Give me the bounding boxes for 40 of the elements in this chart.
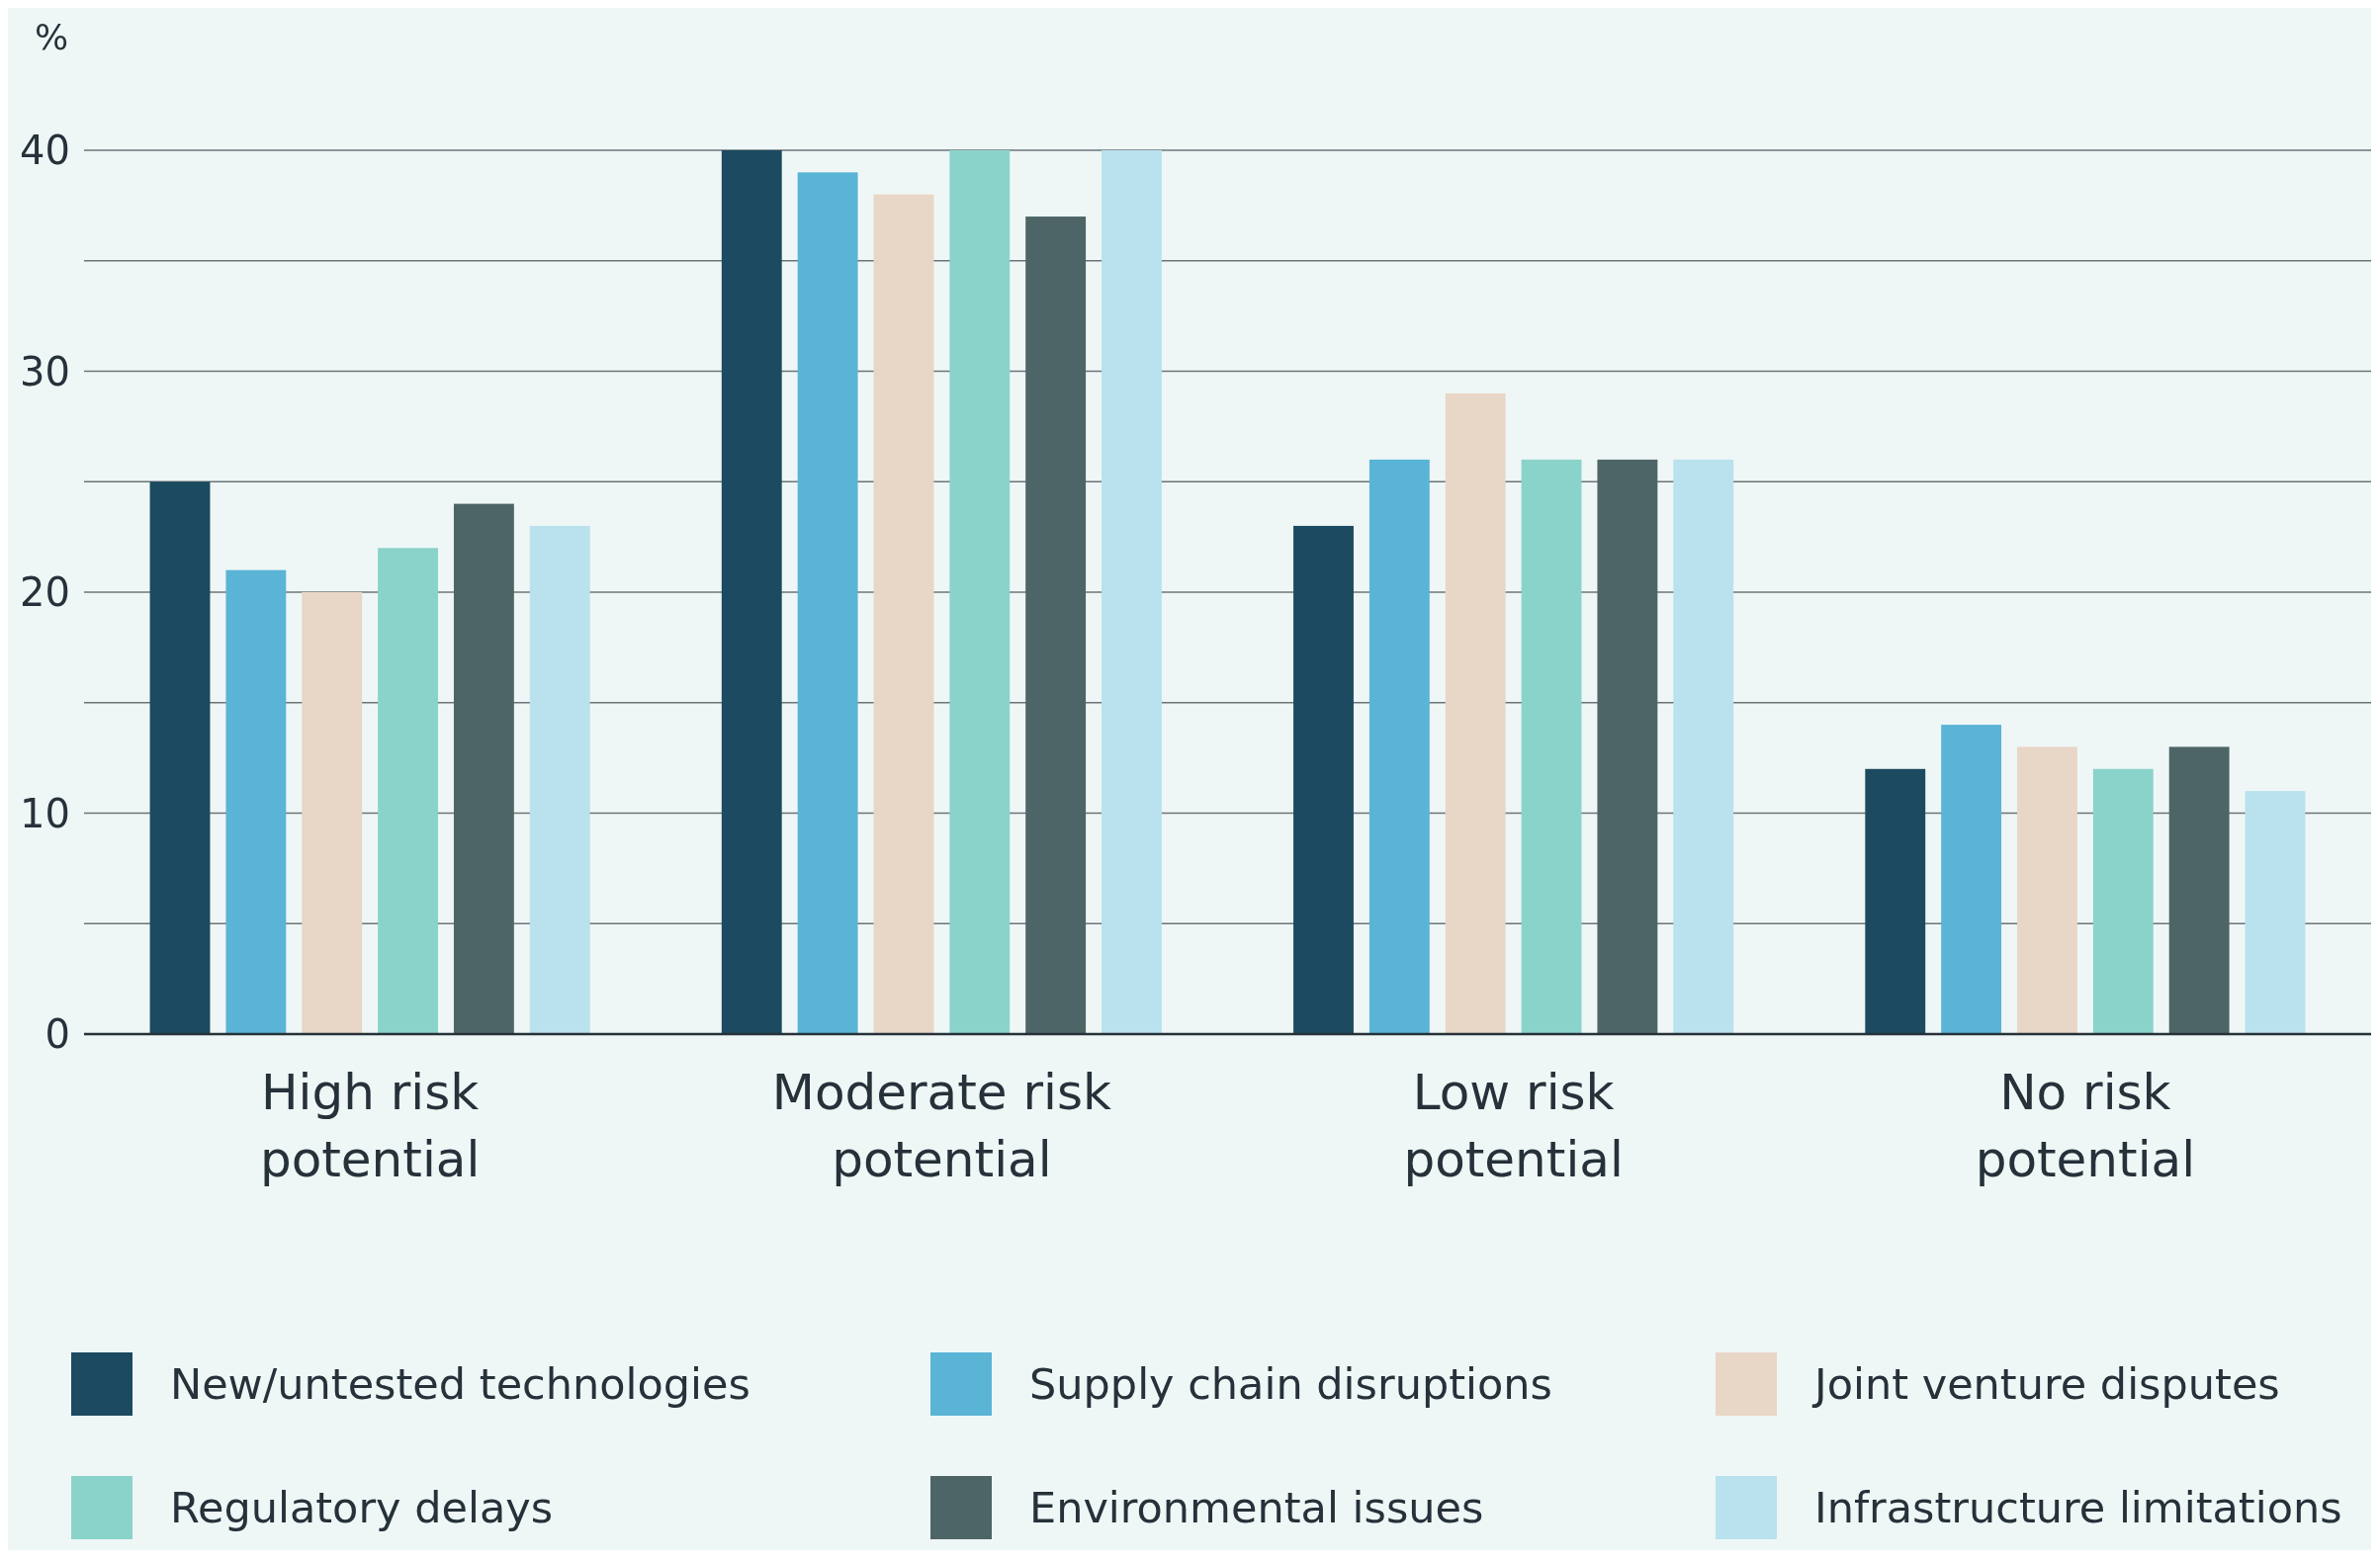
bar bbox=[1025, 217, 1087, 1034]
bar bbox=[1293, 525, 1354, 1034]
bar bbox=[453, 503, 514, 1034]
legend-label: Infrastructure limitations bbox=[1814, 1483, 2342, 1533]
bar bbox=[225, 569, 287, 1034]
legend-label: Supply chain disruptions bbox=[1029, 1359, 1552, 1410]
legend-label: Joint venture disputes bbox=[1811, 1359, 2280, 1410]
bar bbox=[721, 150, 782, 1034]
bar bbox=[378, 548, 438, 1034]
bar bbox=[2168, 746, 2230, 1034]
bar bbox=[949, 150, 1011, 1034]
bar bbox=[873, 194, 934, 1034]
bar bbox=[797, 172, 858, 1034]
legend-label: Regulatory delays bbox=[170, 1483, 554, 1533]
legend-label: Environmental issues bbox=[1029, 1483, 1484, 1533]
x-tick-label: Low risk potential bbox=[1403, 1064, 1624, 1188]
bar bbox=[1941, 725, 2002, 1034]
bar bbox=[2245, 791, 2306, 1034]
bar bbox=[1102, 150, 1162, 1034]
bar bbox=[1445, 392, 1506, 1034]
y-tick-label: 30 bbox=[20, 348, 70, 394]
bar bbox=[2092, 768, 2154, 1034]
y-tick-label: 40 bbox=[20, 128, 70, 173]
bar bbox=[1521, 459, 1582, 1034]
bar bbox=[302, 592, 363, 1034]
bar bbox=[529, 525, 590, 1034]
bar bbox=[1673, 459, 1734, 1034]
x-tick-label: Moderate risk potential bbox=[771, 1064, 1111, 1188]
bar bbox=[149, 481, 211, 1034]
bar bbox=[1368, 459, 1430, 1034]
y-tick-label: 20 bbox=[20, 569, 70, 615]
y-axis-title: % bbox=[34, 17, 69, 57]
y-tick-label: 0 bbox=[44, 1011, 70, 1057]
x-tick-label: No risk potential bbox=[1975, 1064, 2196, 1188]
bar bbox=[2017, 746, 2077, 1034]
bar bbox=[1865, 768, 1926, 1034]
legend-label: New/untested technologies bbox=[170, 1359, 750, 1410]
y-tick-label: 10 bbox=[20, 790, 70, 836]
bar bbox=[1597, 459, 1658, 1034]
x-tick-label: High risk potential bbox=[259, 1064, 481, 1188]
